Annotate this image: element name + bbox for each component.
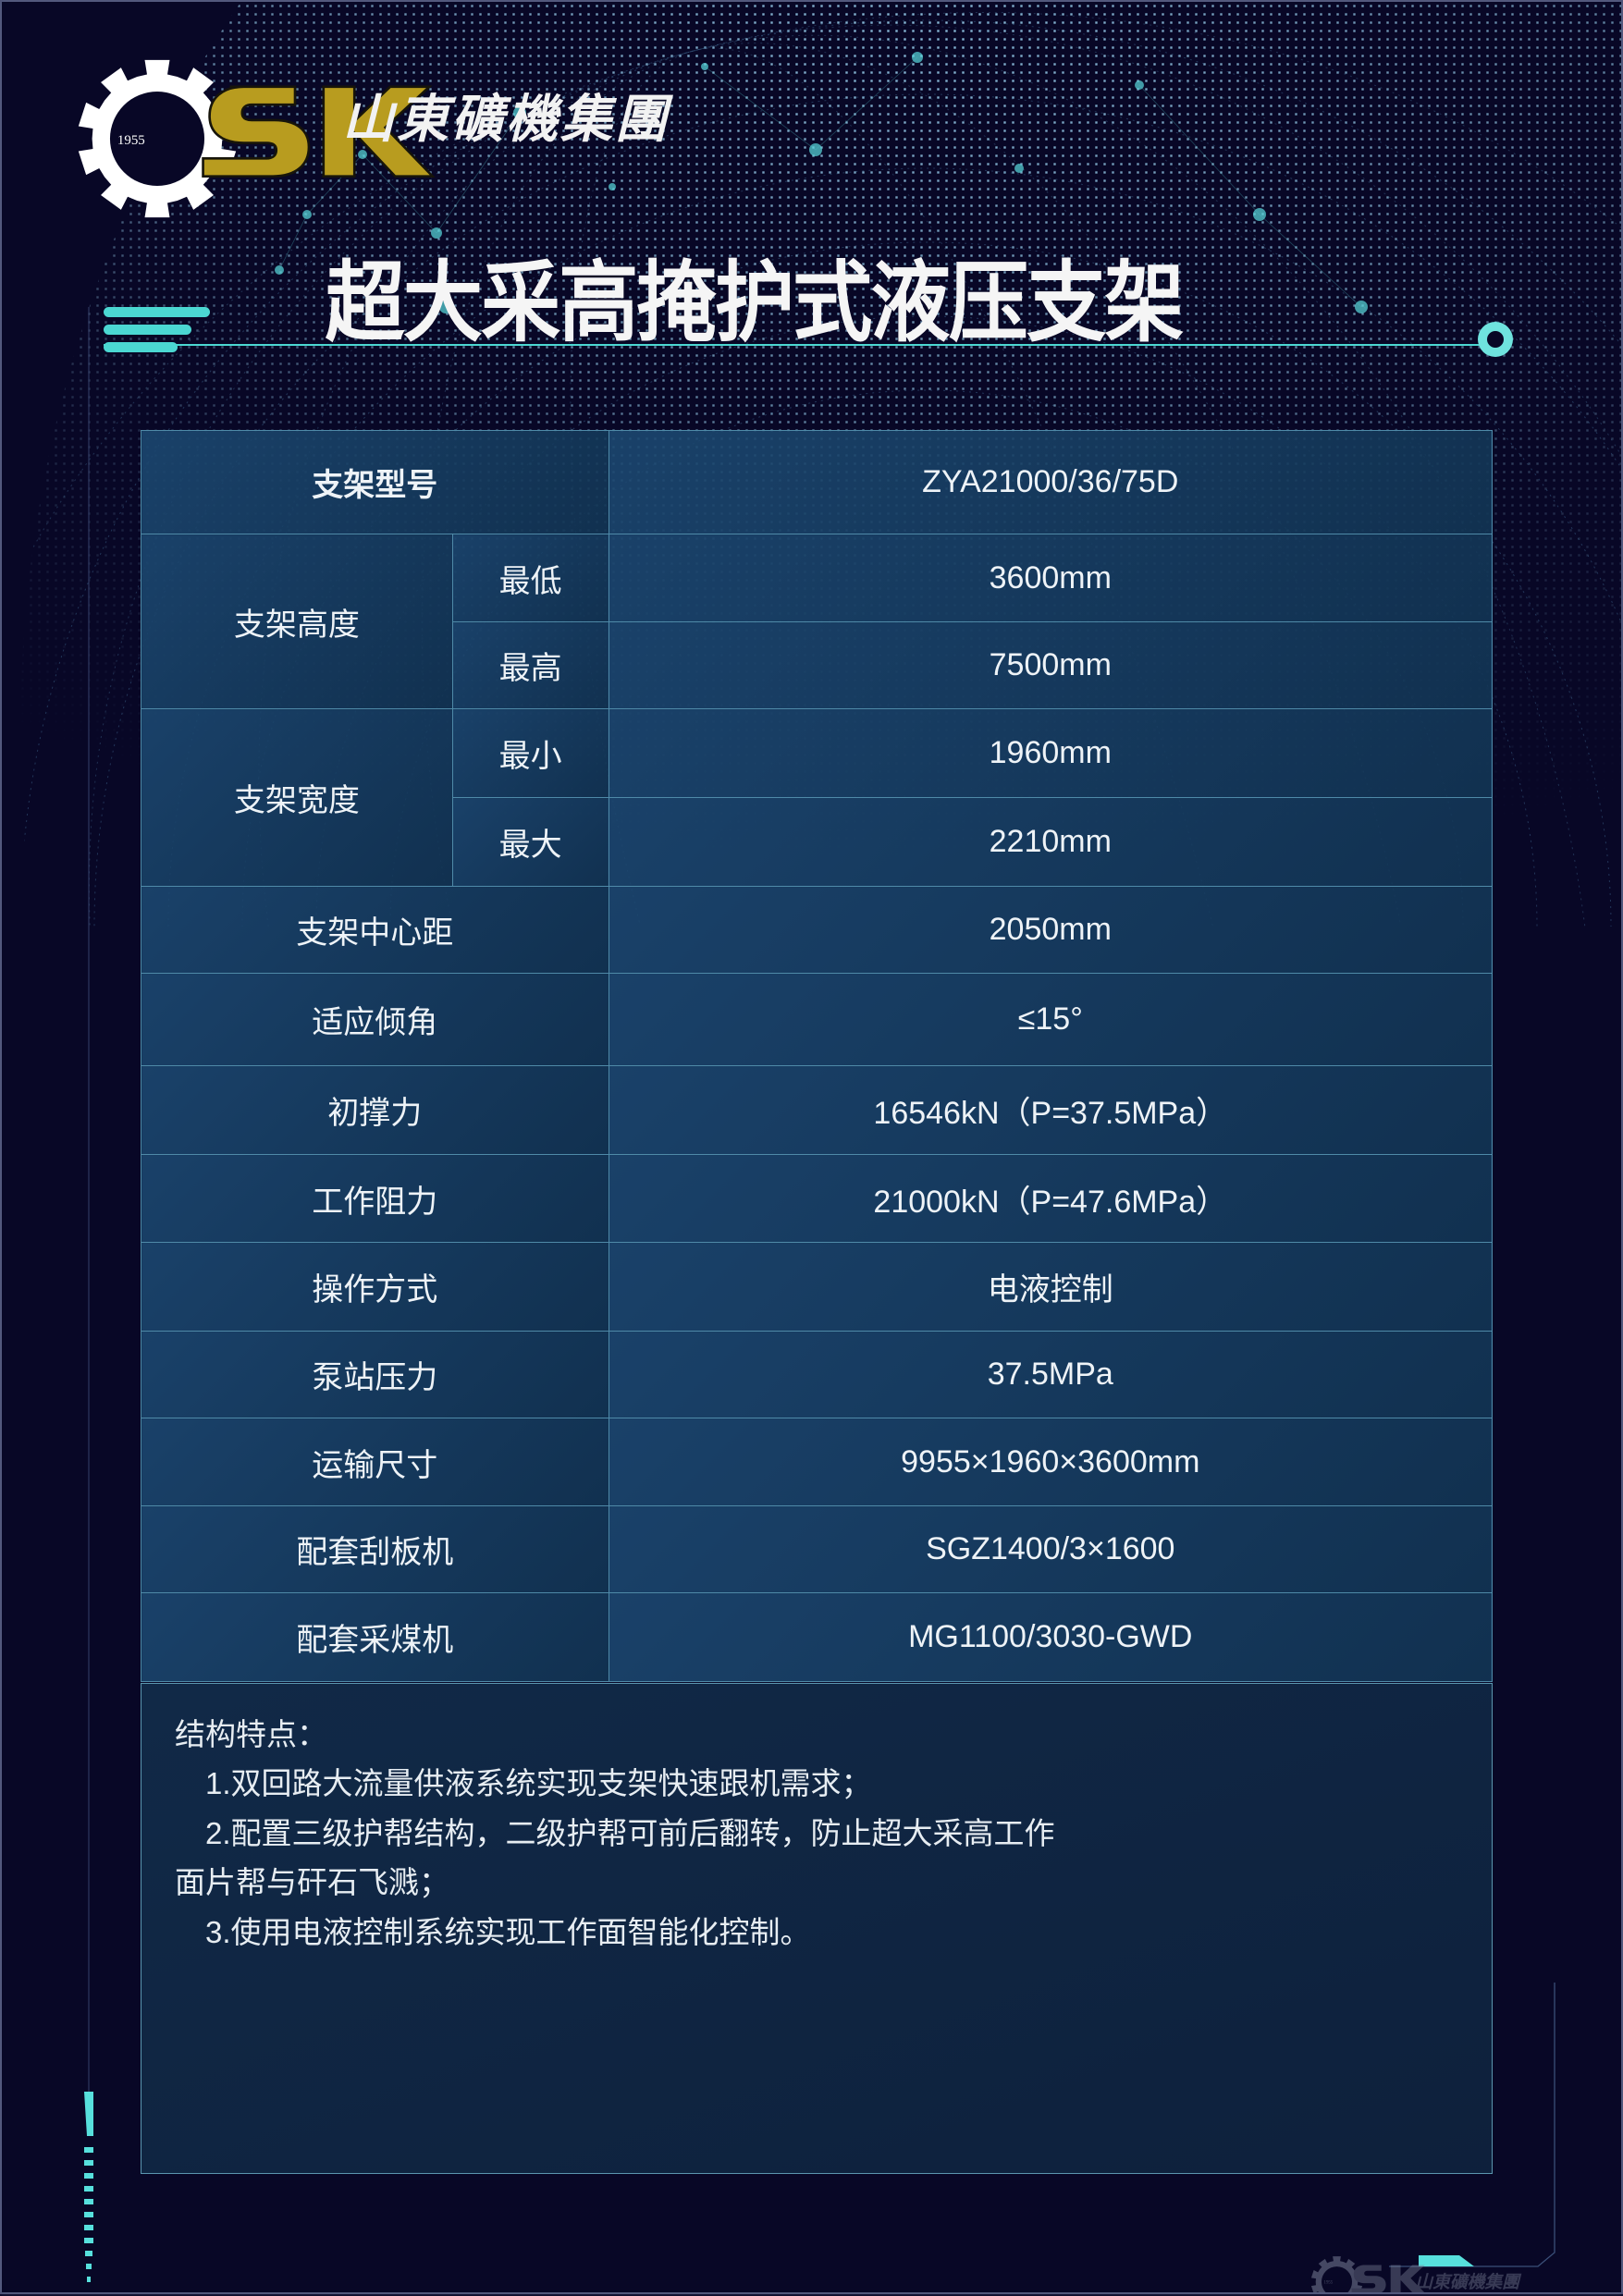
svg-text:山東礦機集團: 山東礦機集團 [1415, 2272, 1522, 2292]
svg-text:1955: 1955 [117, 133, 145, 148]
svg-text:1955: 1955 [1324, 2281, 1334, 2286]
